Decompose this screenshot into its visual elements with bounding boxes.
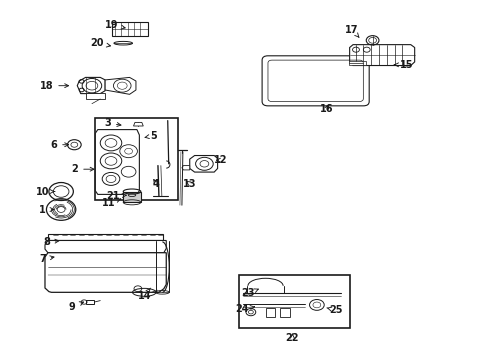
Text: 2: 2 [71,164,94,174]
Text: 15: 15 [393,60,413,70]
Text: 17: 17 [345,24,358,37]
Text: 20: 20 [90,38,110,48]
Polygon shape [85,93,105,99]
Polygon shape [133,122,143,126]
Text: 8: 8 [43,237,59,247]
Text: 19: 19 [104,20,125,30]
Text: 23: 23 [241,288,258,298]
Text: 11: 11 [102,198,121,208]
Polygon shape [105,77,136,94]
Bar [85,300,94,304]
Text: 24: 24 [235,304,254,314]
Text: 6: 6 [50,140,68,150]
Text: 7: 7 [39,254,54,264]
Polygon shape [189,156,217,172]
Bar [265,308,275,317]
Text: 22: 22 [285,333,299,343]
Text: 3: 3 [104,118,121,128]
Bar [48,234,163,240]
Bar [280,308,289,317]
Text: 4: 4 [153,179,160,189]
Text: 18: 18 [40,81,68,91]
Text: 16: 16 [319,104,333,114]
Bar [238,275,349,328]
FancyBboxPatch shape [262,56,368,106]
Text: 10: 10 [36,186,55,197]
Text: 25: 25 [326,305,343,315]
Polygon shape [77,77,105,94]
Text: 12: 12 [214,155,227,165]
Text: 5: 5 [144,131,157,141]
Text: 21: 21 [106,191,126,201]
Polygon shape [95,130,139,194]
Text: 13: 13 [183,179,196,189]
Text: 9: 9 [69,302,83,312]
Polygon shape [45,253,166,292]
Text: 1: 1 [39,204,54,215]
Bar [112,22,147,36]
Bar [95,118,177,200]
Polygon shape [348,61,365,65]
Polygon shape [182,166,189,170]
Polygon shape [45,240,166,253]
Text: 14: 14 [137,288,151,301]
Polygon shape [123,192,141,202]
Polygon shape [349,45,414,66]
